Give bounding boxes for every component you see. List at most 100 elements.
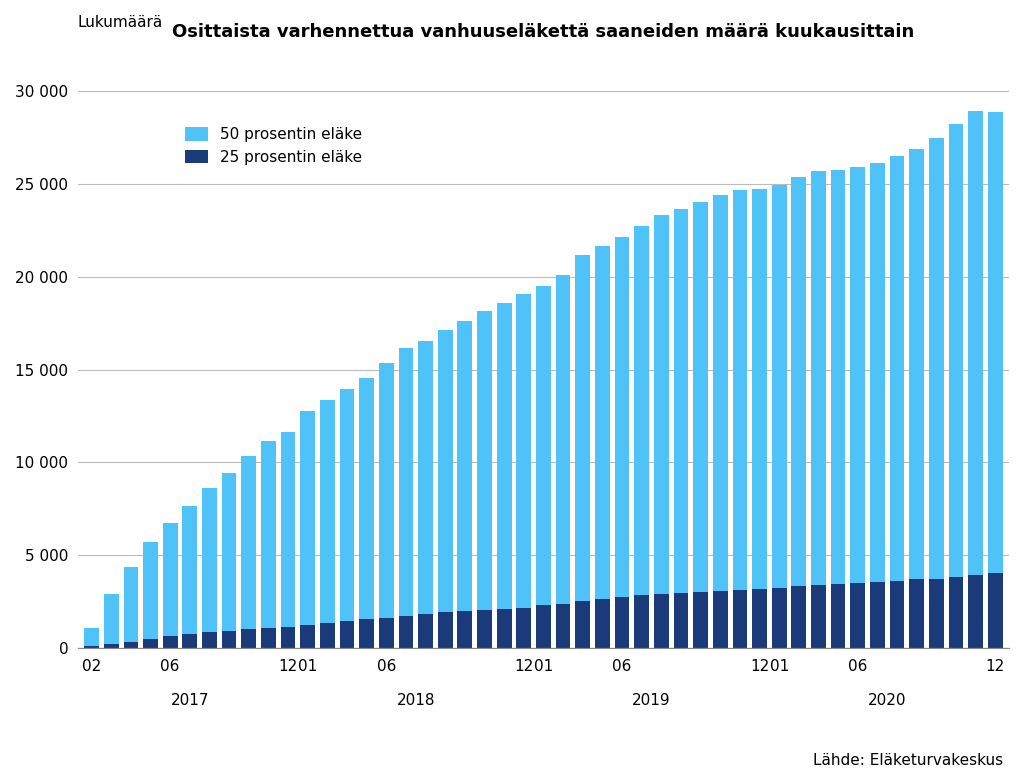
Bar	[595, 599, 609, 648]
Bar	[261, 628, 275, 648]
Title: Osittaista varhennettua vanhuuseläkettä saaneiden määrä kuukausittain: Osittaista varhennettua vanhuuseläkettä …	[172, 23, 914, 41]
Bar	[438, 329, 453, 612]
Text: 2018: 2018	[396, 692, 435, 708]
Bar	[300, 411, 315, 625]
Text: Lukumäärä: Lukumäärä	[78, 16, 163, 30]
Text: 2017: 2017	[171, 692, 209, 708]
Bar	[202, 632, 217, 648]
Bar	[103, 644, 119, 648]
Bar	[281, 432, 295, 627]
Bar	[929, 579, 944, 648]
Bar	[319, 400, 335, 623]
Bar	[772, 185, 786, 588]
Bar	[124, 642, 138, 648]
Bar	[242, 456, 256, 629]
Bar	[870, 582, 885, 648]
Bar	[438, 612, 453, 648]
Bar	[261, 441, 275, 628]
Bar	[340, 389, 354, 622]
Bar	[319, 623, 335, 648]
Text: Lähde: Eläketurvakeskus: Lähde: Eläketurvakeskus	[813, 754, 1004, 768]
Bar	[614, 237, 630, 597]
Bar	[890, 581, 904, 648]
Bar	[713, 591, 728, 648]
Bar	[497, 303, 512, 609]
Bar	[732, 190, 748, 590]
Bar	[359, 619, 374, 648]
Bar	[575, 256, 590, 601]
Bar	[909, 148, 924, 580]
Bar	[84, 628, 99, 646]
Bar	[222, 630, 237, 648]
Bar	[988, 113, 1002, 573]
Text: 2020: 2020	[868, 692, 906, 708]
Bar	[614, 597, 630, 648]
Bar	[988, 573, 1002, 648]
Bar	[792, 177, 806, 586]
Bar	[182, 506, 198, 634]
Bar	[674, 594, 688, 648]
Bar	[379, 363, 393, 618]
Bar	[143, 542, 158, 639]
Bar	[753, 190, 767, 589]
Bar	[890, 156, 904, 581]
Bar	[497, 609, 512, 648]
Bar	[556, 275, 570, 604]
Bar	[163, 636, 177, 648]
Bar	[124, 567, 138, 642]
Bar	[948, 577, 964, 648]
Bar	[634, 225, 649, 595]
Bar	[654, 215, 669, 594]
Bar	[84, 646, 99, 648]
Bar	[732, 590, 748, 648]
Bar	[516, 294, 531, 608]
Bar	[359, 378, 374, 619]
Bar	[830, 584, 846, 648]
Bar	[693, 201, 708, 591]
Bar	[792, 586, 806, 648]
Bar	[379, 618, 393, 648]
Bar	[693, 591, 708, 648]
Bar	[536, 605, 551, 648]
Bar	[340, 622, 354, 648]
Bar	[634, 595, 649, 648]
Bar	[418, 614, 433, 648]
Bar	[969, 575, 983, 648]
Bar	[242, 629, 256, 648]
Bar	[811, 171, 825, 585]
Bar	[458, 322, 472, 611]
Legend: 50 prosentin eläke, 25 prosentin eläke: 50 prosentin eläke, 25 prosentin eläke	[178, 121, 368, 171]
Bar	[477, 311, 492, 610]
Bar	[103, 594, 119, 644]
Bar	[458, 611, 472, 648]
Bar	[222, 472, 237, 630]
Bar	[398, 615, 414, 648]
Bar	[969, 110, 983, 575]
Bar	[830, 170, 846, 584]
Bar	[163, 523, 177, 636]
Bar	[418, 341, 433, 614]
Bar	[753, 589, 767, 648]
Bar	[202, 487, 217, 632]
Bar	[713, 195, 728, 591]
Bar	[575, 601, 590, 648]
Bar	[143, 639, 158, 648]
Bar	[595, 246, 609, 599]
Bar	[556, 604, 570, 648]
Bar	[516, 608, 531, 648]
Bar	[772, 588, 786, 648]
Bar	[182, 634, 198, 648]
Bar	[477, 610, 492, 648]
Bar	[300, 625, 315, 648]
Bar	[654, 594, 669, 648]
Bar	[674, 209, 688, 594]
Bar	[281, 627, 295, 648]
Bar	[870, 162, 885, 582]
Bar	[536, 286, 551, 605]
Text: 2019: 2019	[632, 692, 671, 708]
Bar	[811, 585, 825, 648]
Bar	[398, 348, 414, 615]
Bar	[909, 580, 924, 648]
Bar	[850, 167, 865, 584]
Bar	[948, 124, 964, 577]
